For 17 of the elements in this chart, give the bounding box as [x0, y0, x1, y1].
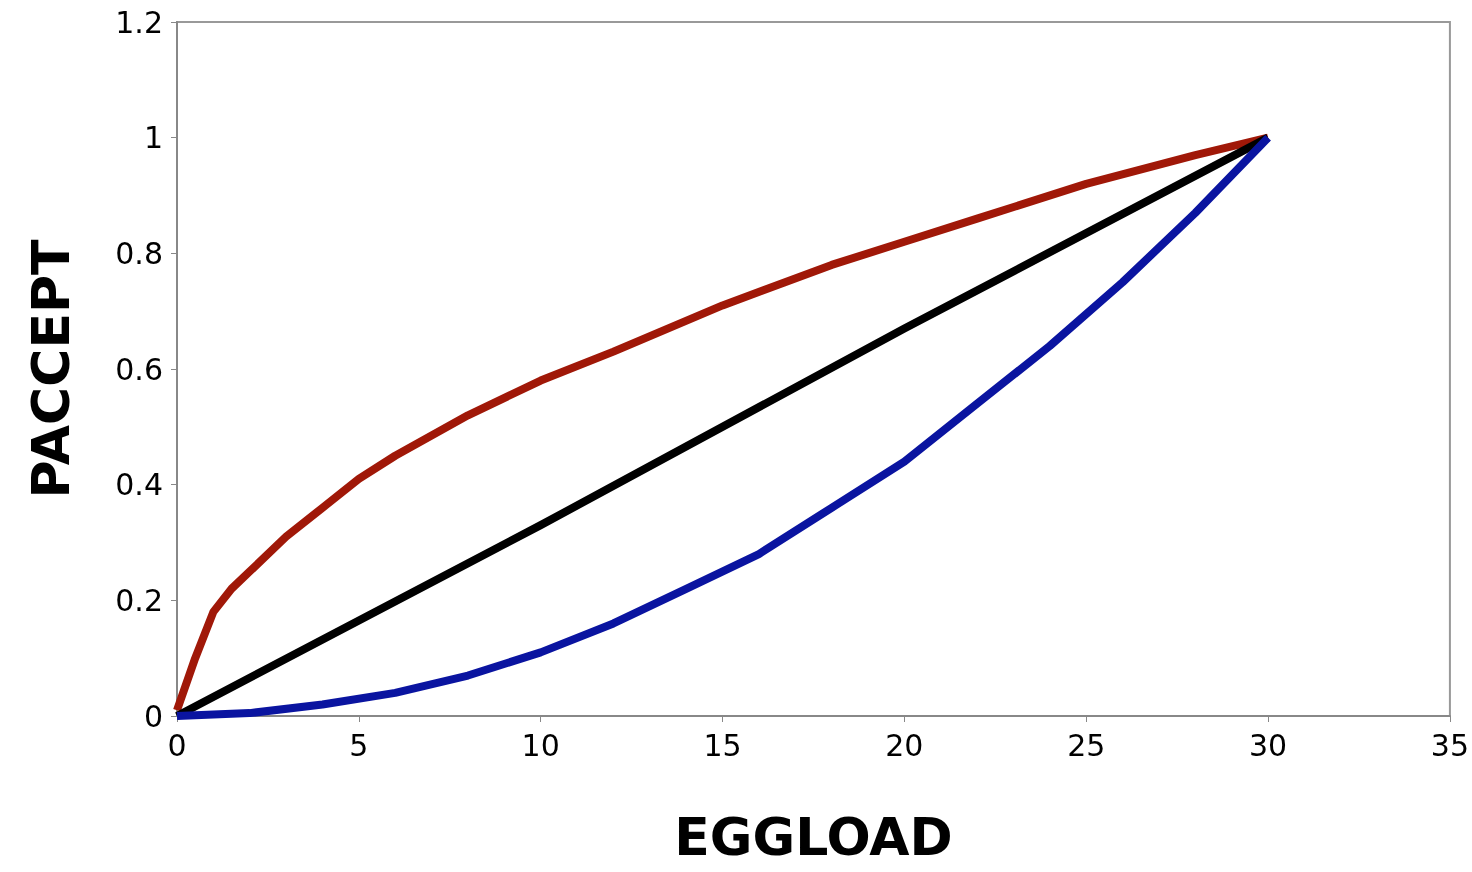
x-tick-label: 20 [885, 727, 924, 763]
y-tick-label: 0 [143, 698, 163, 734]
y-tick-label: 0.8 [115, 235, 163, 271]
x-tick-label: 10 [521, 727, 560, 763]
x-tick-label: 15 [703, 727, 742, 763]
x-tick-label: 30 [1248, 727, 1288, 763]
x-tick-label: 5 [349, 727, 369, 763]
x-tick-label: 0 [167, 727, 187, 763]
x-axis-title: EGGLOAD [674, 807, 953, 867]
y-tick-label: 0.6 [115, 351, 163, 387]
y-axis-title: PACCEPT [21, 238, 81, 499]
y-tick-label: 1.2 [115, 4, 163, 40]
y-tick-label: 1 [143, 120, 163, 156]
y-tick-label: 0.4 [115, 467, 163, 503]
x-tick-label: 25 [1067, 727, 1106, 763]
x-tick-label: 35 [1430, 727, 1470, 763]
y-tick-label: 0.2 [115, 582, 163, 618]
